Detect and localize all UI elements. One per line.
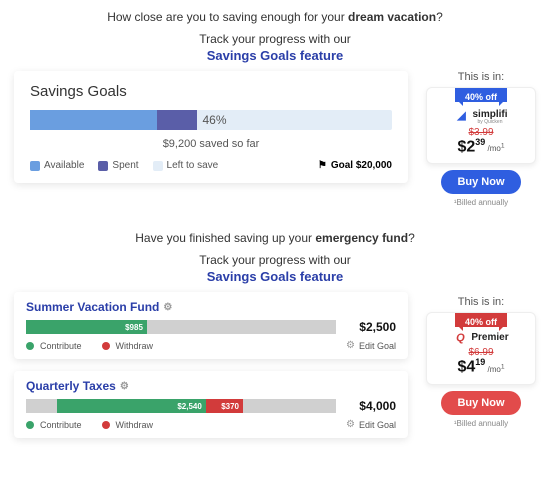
simplifi-icon: ◢ bbox=[454, 109, 468, 123]
goal-legend: Contribute Withdraw ⚙ Edit Goal bbox=[26, 340, 396, 351]
billed-annually-bottom: ¹Billed annually bbox=[426, 419, 536, 428]
goal-target-amount: $4,000 bbox=[346, 399, 396, 413]
simplifi-price-card: 40% off ◢ simplifi by Quicken $3.99 $239… bbox=[426, 87, 536, 164]
goal-target-amount: $2,500 bbox=[346, 320, 396, 334]
progress-percent-label: 46% bbox=[203, 113, 227, 127]
savings-goals-link-bottom[interactable]: Savings Goals feature bbox=[0, 269, 550, 284]
flag-icon: ⚑ bbox=[318, 160, 327, 171]
gear-icon[interactable]: ⚙ bbox=[346, 340, 355, 351]
price: $239 /mo1 bbox=[427, 138, 535, 155]
discount-badge: 40% off bbox=[455, 88, 507, 102]
subline-bottom: Track your progress with our bbox=[0, 253, 550, 267]
swatch-available bbox=[30, 161, 40, 171]
card-title: Savings Goals bbox=[30, 83, 392, 100]
goal-progress-bar: $2,540$370 bbox=[26, 399, 336, 413]
this-is-in-bottom: This is in: bbox=[426, 296, 536, 308]
swatch-spent bbox=[98, 161, 108, 171]
goal-legend: Contribute Withdraw ⚙ Edit Goal bbox=[26, 419, 396, 430]
headline-bottom: Have you finished saving up your emergen… bbox=[0, 231, 550, 245]
progress-segment: $2,540 bbox=[57, 399, 206, 413]
brand-simplifi: ◢ simplifi by Quicken bbox=[427, 106, 535, 125]
subline-top: Track your progress with our bbox=[0, 32, 550, 46]
goal-title[interactable]: Summer Vacation Fund ⚙ bbox=[26, 300, 396, 314]
contribute-button[interactable]: Contribute bbox=[40, 341, 82, 351]
edit-goal-button[interactable]: Edit Goal bbox=[359, 420, 396, 430]
legend: Available Spent Left to save ⚑ Goal $20,… bbox=[30, 160, 392, 171]
billed-annually-top: ¹Billed annually bbox=[426, 198, 536, 207]
discount-badge: 40% off bbox=[455, 313, 507, 327]
brand-premier: Q Premier bbox=[427, 331, 535, 345]
price: $419 /mo1 bbox=[427, 358, 535, 375]
buy-now-button-premier[interactable]: Buy Now bbox=[441, 391, 520, 415]
contribute-button[interactable]: Contribute bbox=[40, 420, 82, 430]
dot-contribute bbox=[26, 421, 34, 429]
goal-card: Quarterly Taxes ⚙ $2,540$370 $4,000 Contrib… bbox=[14, 371, 408, 438]
gear-icon[interactable]: ⚙ bbox=[346, 419, 355, 430]
withdraw-button[interactable]: Withdraw bbox=[116, 341, 154, 351]
segment-spent bbox=[157, 110, 197, 130]
savings-goals-link-top[interactable]: Savings Goals feature bbox=[0, 48, 550, 63]
edit-goal-button[interactable]: Edit Goal bbox=[359, 341, 396, 351]
goal-amount: ⚑ Goal $20,000 bbox=[318, 160, 392, 171]
dot-contribute bbox=[26, 342, 34, 350]
headline-top: How close are you to saving enough for y… bbox=[0, 10, 550, 24]
withdraw-button[interactable]: Withdraw bbox=[116, 420, 154, 430]
gear-icon[interactable]: ⚙ bbox=[120, 381, 129, 392]
swatch-left bbox=[153, 161, 163, 171]
buy-now-button-simplifi[interactable]: Buy Now bbox=[441, 170, 520, 194]
saved-so-far: $9,200 saved so far bbox=[30, 138, 392, 150]
savings-goals-card: Savings Goals 46% $9,200 saved so far Av… bbox=[14, 71, 408, 183]
gear-icon[interactable]: ⚙ bbox=[163, 302, 172, 313]
savings-progress-bar: 46% bbox=[30, 110, 392, 130]
segment-available bbox=[30, 110, 157, 130]
goal-title[interactable]: Quarterly Taxes ⚙ bbox=[26, 379, 396, 393]
dot-withdraw bbox=[102, 342, 110, 350]
goal-card: Summer Vacation Fund ⚙ $985 $2,500 Contribu… bbox=[14, 292, 408, 359]
this-is-in-top: This is in: bbox=[426, 71, 536, 83]
progress-segment: $985 bbox=[26, 320, 147, 334]
progress-segment: $370 bbox=[206, 399, 243, 413]
premier-price-card: 40% off Q Premier $6.99 $419 /mo1 bbox=[426, 312, 536, 384]
quicken-icon: Q bbox=[453, 331, 467, 345]
goal-progress-bar: $985 bbox=[26, 320, 336, 334]
dot-withdraw bbox=[102, 421, 110, 429]
